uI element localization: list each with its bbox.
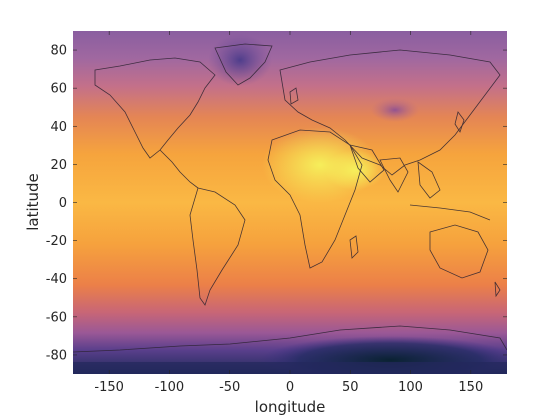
y-tick-label: 0 bbox=[59, 196, 67, 211]
y-tick-label: 80 bbox=[50, 44, 67, 59]
y-axis-ticks: -80 -60 -40 -20 0 20 40 60 80 bbox=[46, 44, 507, 363]
y-tick-label: -60 bbox=[46, 310, 67, 325]
plot-area bbox=[73, 31, 507, 374]
cold-region-antarctica bbox=[260, 336, 507, 374]
x-tick-label: 150 bbox=[458, 380, 483, 395]
cold-region-tibet bbox=[371, 98, 419, 122]
arabia-outline bbox=[349, 144, 385, 183]
australia-outline bbox=[429, 224, 489, 279]
central-america-outline bbox=[159, 149, 199, 189]
x-axis-ticks: -150 -100 -50 0 50 100 150 bbox=[94, 31, 483, 395]
coastlines bbox=[73, 43, 507, 353]
x-tick-label: 0 bbox=[286, 380, 294, 395]
hot-region-arabia bbox=[325, 150, 385, 190]
madagascar-outline bbox=[349, 235, 359, 259]
y-tick-label: 20 bbox=[50, 158, 67, 173]
greenland-outline bbox=[214, 43, 273, 86]
x-tick-label: -100 bbox=[155, 380, 185, 395]
southeast-asia-outline bbox=[417, 161, 441, 199]
new-zealand-outline bbox=[494, 281, 501, 298]
x-tick-label: 100 bbox=[398, 380, 423, 395]
y-tick-label: -80 bbox=[46, 348, 67, 363]
eurasia-outline bbox=[279, 49, 501, 176]
temperature-field bbox=[73, 31, 507, 374]
indonesia-outline bbox=[409, 204, 491, 221]
south-america-outline bbox=[189, 187, 246, 306]
x-tick-label: -150 bbox=[94, 380, 124, 395]
y-tick-label: 40 bbox=[50, 120, 67, 135]
japan-outline bbox=[454, 111, 465, 133]
africa-outline bbox=[267, 129, 363, 269]
x-tick-label: -50 bbox=[219, 380, 240, 395]
y-tick-label: 60 bbox=[50, 82, 67, 97]
y-axis-label: latitude bbox=[24, 173, 42, 231]
y-tick-label: -20 bbox=[46, 234, 67, 249]
y-tick-label: -40 bbox=[46, 272, 67, 287]
cold-region-greenland bbox=[208, 34, 272, 86]
uk-outline bbox=[289, 87, 299, 105]
north-america-outline bbox=[94, 57, 216, 159]
x-tick-label: 50 bbox=[342, 380, 359, 395]
india-outline bbox=[379, 157, 409, 193]
cold-band-south bbox=[73, 362, 507, 374]
x-axis-label: longitude bbox=[255, 398, 326, 416]
antarctica-outline bbox=[73, 325, 507, 353]
